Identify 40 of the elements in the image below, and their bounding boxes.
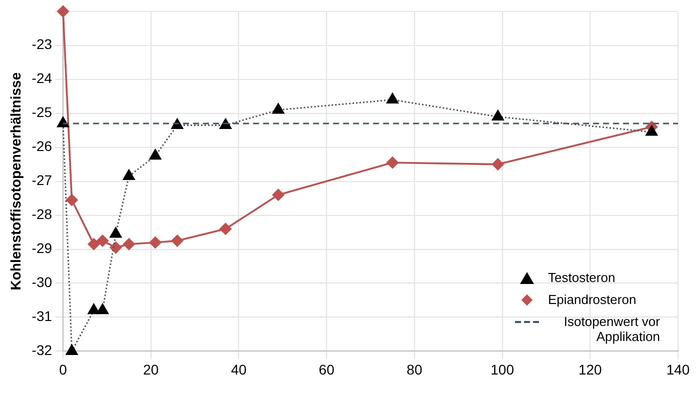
x-tick-label: 60 [318, 361, 335, 378]
point [492, 110, 504, 120]
legend-label: Isotopenwert vor Applikation [562, 314, 660, 344]
point [492, 158, 504, 170]
x-tick-label: 40 [230, 361, 247, 378]
point [386, 156, 398, 169]
y-tick-label: -32 [32, 342, 52, 358]
x-tick-label: 0 [59, 361, 68, 378]
point [149, 149, 162, 160]
point [220, 222, 232, 235]
point [386, 93, 398, 104]
x-tick-label: 20 [143, 361, 159, 378]
y-tick-label: -29 [32, 240, 52, 256]
legend-label: Testosteron [548, 270, 616, 285]
point [110, 242, 122, 254]
point [149, 236, 162, 248]
point [122, 169, 135, 180]
x-tick-label: 100 [490, 361, 514, 378]
y-tick-label: -30 [32, 274, 52, 290]
point [272, 188, 284, 201]
point [96, 234, 108, 247]
y-tick-label: -23 [32, 36, 52, 52]
legend-label: Epiandrosteron [548, 292, 636, 307]
point [110, 227, 122, 238]
point [171, 234, 184, 247]
y-tick-label: -25 [32, 104, 52, 120]
point [123, 238, 135, 250]
point [272, 103, 284, 114]
y-tick-label: -27 [32, 172, 52, 188]
point [66, 194, 78, 206]
y-tick-label: -26 [32, 138, 52, 154]
x-tick-label: 120 [578, 361, 602, 378]
point [88, 238, 100, 250]
x-tick-label: 140 [666, 361, 690, 378]
y-tick-label: -31 [32, 308, 52, 324]
y-axis-title: Kohlenstoffisotopenverhältnisse [7, 72, 24, 290]
point [646, 125, 658, 136]
y-tick-label: -28 [32, 206, 52, 222]
y-tick-label: -24 [32, 70, 52, 86]
x-tick-label: 80 [406, 361, 422, 378]
